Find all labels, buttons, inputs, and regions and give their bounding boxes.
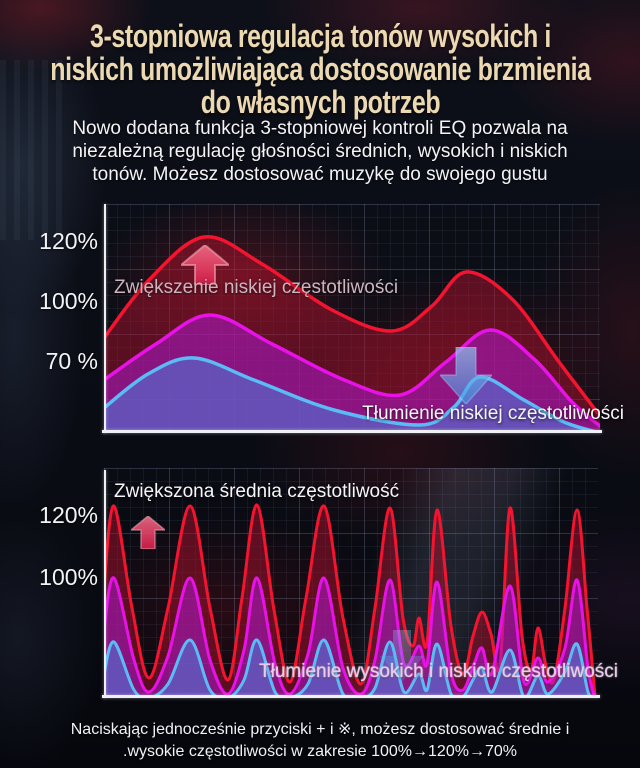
chart2-plot-area xyxy=(104,468,598,698)
page-title: 3-stopniowa regulacja tonów wysokich i n… xyxy=(0,20,640,119)
chart1-ytick-100: 100% xyxy=(39,288,98,314)
chart1-bass-curves xyxy=(104,235,600,433)
subtitle-text: Nowo dodana funkcja 3-stopniowej kontrol… xyxy=(0,117,640,186)
chart2-boost-annotation: Zwiększona średnia częstotliwość xyxy=(114,481,400,502)
chart2-cut-annotation: Tłumienie wysokich i niskich częstotliwo… xyxy=(259,661,618,682)
chart1-cut-annotation: Tłumienie niskiej częstotliwości xyxy=(362,403,624,424)
chart1-ytick-70: 70 % xyxy=(45,348,98,374)
blurred-fader-texture xyxy=(0,60,62,240)
title-line-3: do własnych potrzeb xyxy=(200,84,440,120)
chart2-x-axis xyxy=(102,695,600,698)
subtitle-line-1: Nowo dodana funkcja 3-stopniowej kontrol… xyxy=(72,118,568,139)
title-line-1: 3-stopniowa regulacja tonów wysokich i xyxy=(89,18,551,54)
subtitle-line-2: niezależną regulację głośności średnich,… xyxy=(72,141,568,162)
footer-line-2: .wysokie częstotliwości w zakresie 100%→… xyxy=(123,743,517,760)
title-line-2: niskich umożliwiająca dostosowanie brzmi… xyxy=(49,51,591,87)
bass-cut-down-arrow-icon xyxy=(440,347,492,404)
chart1-ytick-120: 120% xyxy=(39,228,98,254)
chart1-plot-area xyxy=(104,204,600,433)
mid-boost-up-arrow-icon xyxy=(131,516,165,549)
chart2-ytick-120: 120% xyxy=(39,502,98,528)
chart2-ytick-100: 100% xyxy=(39,564,98,590)
chart1-y-axis xyxy=(104,204,106,433)
footer-caption: Naciskając jednocześnie przyciski + i ※,… xyxy=(0,719,640,763)
footer-line-1: Naciskając jednocześnie przyciski + i ※,… xyxy=(70,721,570,738)
bass-boost-up-arrow-icon xyxy=(181,245,229,285)
mid-cut-down-arrow-icon xyxy=(380,630,424,682)
chart1-x-axis xyxy=(102,430,602,433)
chart2-y-axis xyxy=(104,470,106,698)
chart1-boost-annotation: Zwiększenie niskiej częstotliwości xyxy=(114,277,399,298)
subtitle-line-3: tonów. Możesz dostosować muzykę do swoje… xyxy=(92,164,548,185)
